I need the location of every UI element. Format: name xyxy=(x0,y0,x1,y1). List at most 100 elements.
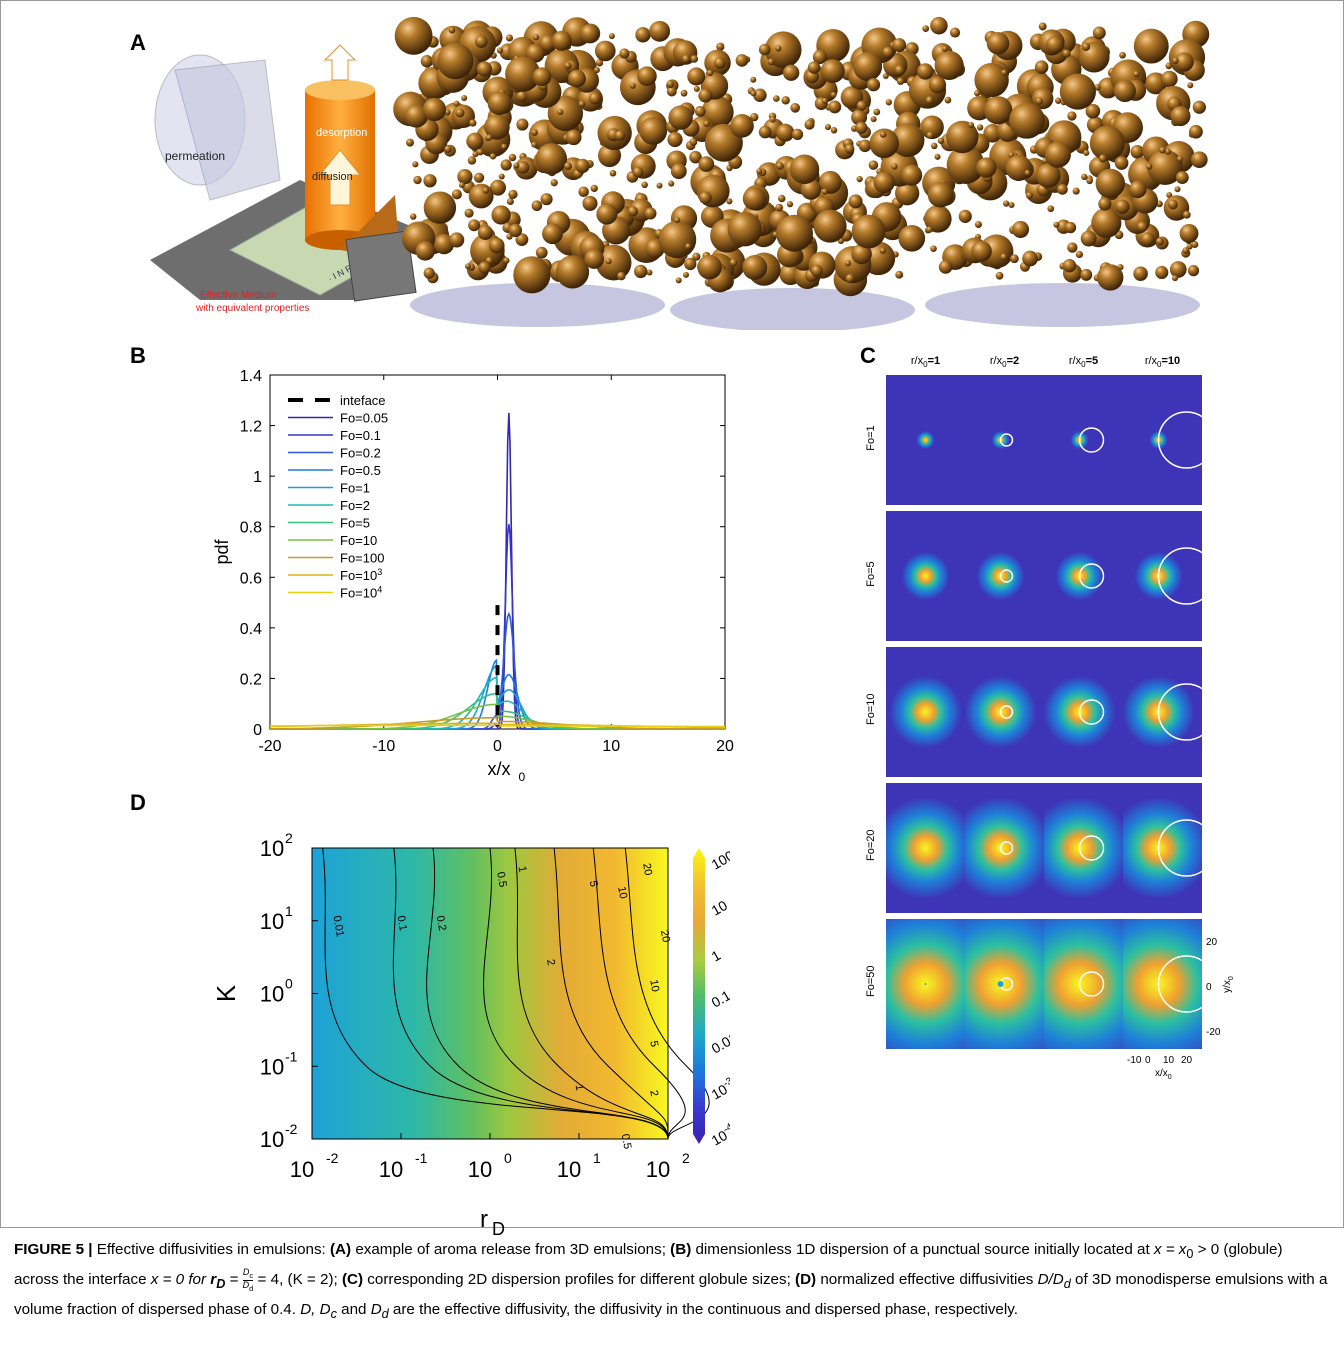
emulsion-sphere xyxy=(532,67,552,87)
emulsion-sphere xyxy=(750,112,759,122)
dispersion-map xyxy=(886,647,965,777)
emulsion-sphere xyxy=(505,34,514,42)
emulsion-sphere xyxy=(632,166,644,178)
emulsion-sphere xyxy=(594,40,616,62)
dispersion-field xyxy=(886,647,965,777)
emulsion-sphere xyxy=(1097,264,1124,291)
emulsion-sphere xyxy=(433,234,455,255)
emulsion-sphere xyxy=(646,269,653,276)
emulsion-sphere xyxy=(1081,173,1088,181)
emulsion-sphere xyxy=(1062,259,1077,273)
emulsion-sphere xyxy=(1114,156,1129,170)
emulsion-sphere xyxy=(1098,154,1107,163)
caption-b: (B) xyxy=(670,1241,692,1258)
emulsion-sphere xyxy=(619,48,630,59)
emulsion-sphere xyxy=(496,47,504,54)
emulsion-sphere xyxy=(773,95,780,102)
x-tick-label: -20 xyxy=(258,738,281,755)
row-title: Fo=10 xyxy=(865,693,877,726)
y-tick-label: 20 xyxy=(1206,937,1218,948)
emulsion-sphere xyxy=(853,52,883,82)
emulsion-sphere xyxy=(1192,100,1206,114)
emulsion-sphere xyxy=(629,82,636,89)
y-tick-label: 0 xyxy=(253,722,262,739)
emulsion-sphere xyxy=(508,223,523,238)
emulsion-sphere xyxy=(984,96,1013,125)
emulsion-sphere xyxy=(800,179,822,200)
emulsion-sphere xyxy=(475,35,488,48)
emulsion-sphere xyxy=(777,194,786,203)
medium-cube xyxy=(345,230,417,302)
colorbar-label: 0.1 xyxy=(709,987,731,1011)
emulsion-sphere xyxy=(928,76,947,94)
caption-eq: = xyxy=(225,1271,243,1289)
emulsion-sphere xyxy=(469,119,477,127)
frac-den-sub: d xyxy=(249,1283,254,1293)
emulsion-sphere xyxy=(605,258,612,265)
emulsion-sphere xyxy=(942,45,949,52)
emulsion-sphere xyxy=(706,69,714,77)
emulsion-sphere xyxy=(1189,124,1203,139)
globule-core xyxy=(924,983,927,985)
emulsion-sphere xyxy=(790,102,801,113)
emulsion-sphere xyxy=(415,241,435,261)
emulsion-sphere xyxy=(767,58,775,66)
sphere-shadow xyxy=(925,283,1200,327)
emulsion-sphere xyxy=(1067,111,1077,121)
emulsion-sphere xyxy=(689,150,702,164)
emulsion-sphere xyxy=(1053,221,1060,228)
emulsion-sphere xyxy=(1085,103,1101,119)
dispersion-map xyxy=(886,919,965,1049)
emulsion-sphere xyxy=(974,220,982,228)
emulsion-sphere xyxy=(894,65,905,76)
emulsion-sphere xyxy=(1034,60,1049,74)
emulsion-sphere xyxy=(1011,220,1030,238)
emulsion-sphere xyxy=(505,56,541,92)
dispersion-field xyxy=(965,375,1044,505)
contour-label: 2 xyxy=(544,958,557,966)
caption-d-vars: D, D xyxy=(300,1301,331,1319)
emulsion-sphere xyxy=(804,119,815,130)
emulsion-sphere xyxy=(547,95,584,132)
emulsion-sphere xyxy=(413,175,422,185)
globule-outline xyxy=(1157,683,1202,741)
emulsion-sphere xyxy=(1047,205,1055,213)
emulsion-sphere xyxy=(404,104,428,128)
emulsion-sphere xyxy=(555,255,590,289)
emulsion-sphere xyxy=(818,170,842,194)
emulsion-sphere xyxy=(668,105,693,130)
contour-line xyxy=(426,847,669,1140)
y-tick-label: 10 xyxy=(260,1054,284,1079)
emulsion-sphere xyxy=(856,100,867,111)
emulsion-sphere xyxy=(649,20,671,42)
emulsion-sphere xyxy=(830,127,838,134)
x-tick-label: 0 xyxy=(1145,1055,1151,1066)
dispersion-map xyxy=(1044,919,1123,1049)
y-axis-label: y/x0 xyxy=(1221,976,1235,993)
contour-label: 0.5 xyxy=(619,1133,633,1150)
emulsion-sphere xyxy=(533,34,540,41)
x-axis-label-sub: 0 xyxy=(519,770,526,784)
emulsion-sphere xyxy=(821,97,828,104)
emulsion-sphere xyxy=(868,160,879,170)
emulsion-sphere xyxy=(590,184,598,193)
globule-outline xyxy=(999,705,1014,719)
x-tick-exponent: 0 xyxy=(504,1150,512,1166)
caption-and: and xyxy=(336,1301,371,1319)
x-axis-label: x/x0 xyxy=(1155,1068,1172,1081)
caption-a-text: example of aroma release from 3D emulsio… xyxy=(351,1241,671,1258)
contour-line xyxy=(553,847,669,1140)
x-tick-label: 10 xyxy=(1163,1055,1175,1066)
emulsion-sphere xyxy=(828,100,842,114)
emulsion-sphere xyxy=(750,90,757,97)
emulsion-sphere xyxy=(449,232,465,248)
emulsion-sphere xyxy=(582,195,598,211)
emulsion-sphere xyxy=(1083,149,1090,156)
emulsion-sphere xyxy=(550,179,558,187)
emulsion-sphere xyxy=(1056,183,1068,195)
dispersion-field xyxy=(886,375,965,505)
emulsion-sphere xyxy=(775,162,784,170)
x-tick-label: 0 xyxy=(493,738,502,755)
emulsion-sphere xyxy=(920,115,944,140)
emulsion-sphere xyxy=(420,55,434,68)
